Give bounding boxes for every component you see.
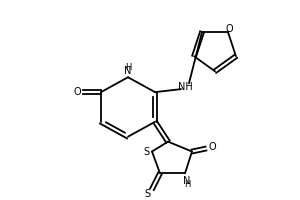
Text: O: O (225, 24, 233, 34)
Text: H: H (184, 180, 190, 189)
Text: S: S (144, 189, 150, 199)
Text: NH: NH (178, 82, 192, 92)
Text: N: N (183, 176, 191, 186)
Text: N: N (124, 66, 132, 76)
Text: O: O (73, 87, 81, 97)
Text: O: O (208, 142, 216, 152)
Text: S: S (143, 147, 149, 157)
Text: H: H (125, 63, 131, 72)
